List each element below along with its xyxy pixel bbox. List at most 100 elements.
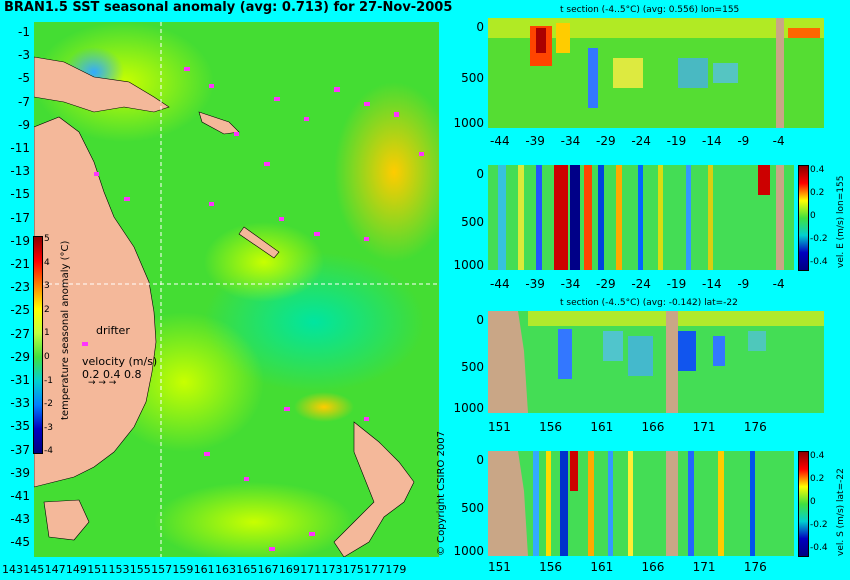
lat-tick: -19 <box>10 233 30 248</box>
lon-tick: 161 <box>193 563 215 576</box>
lat-tick: -39 <box>10 465 30 480</box>
lon-tick: 145 <box>23 563 45 576</box>
land-australia <box>34 116 157 488</box>
lon-tick: 179 <box>385 563 407 576</box>
panel-xtick: 166 <box>641 560 665 574</box>
panel2-side-label: vel. E (m/s) lon=155 <box>836 175 846 268</box>
panel-xtick: 176 <box>743 420 767 434</box>
panel-xtick: 161 <box>590 560 614 574</box>
panel3-title: t section (-4..5°C) (avg: -0.142) lat=-2… <box>560 298 738 308</box>
panel-xtick: 166 <box>641 420 665 434</box>
lat-tick: -5 <box>18 71 30 86</box>
lat-tick: -7 <box>18 94 30 109</box>
lon-tick: 173 <box>321 563 343 576</box>
colorbar-tick: 2 <box>44 304 50 315</box>
panel-xtick: -14 <box>702 277 722 291</box>
panel-xtick: -34 <box>560 277 581 291</box>
panel-xtick: 161 <box>590 420 614 434</box>
panel4-side-label: vel. S (m/s) lat=-22 <box>836 468 846 556</box>
panel4-colorbar <box>798 451 809 557</box>
colorbar-tick: 5 <box>44 234 50 244</box>
land-tasmania <box>43 499 90 541</box>
lat-tick: -25 <box>10 303 30 318</box>
lat-tick: -31 <box>10 373 30 387</box>
colorbar-tick: -4 <box>44 446 53 457</box>
panel-ytick: 0 <box>476 313 484 327</box>
panel-colorbar-tick: -0.4 <box>810 257 828 267</box>
lon-tick: 143 <box>2 563 23 576</box>
panel-xtick: -19 <box>666 134 687 148</box>
panel-ytick: 500 <box>461 70 484 85</box>
panel-ytick: 1000 <box>453 544 484 558</box>
panel1-temperature-section <box>488 18 824 128</box>
panel-ytick: 500 <box>461 501 484 516</box>
panel-xtick: -29 <box>596 134 616 148</box>
land-new-zealand <box>333 421 415 557</box>
copyright: © Copyright CSIRO 2007 <box>436 431 447 556</box>
velocity-values: 0.2 0.4 0.8 <box>82 368 142 381</box>
temperature-colorbar <box>33 236 43 454</box>
lat-tick: -3 <box>18 48 30 63</box>
panel-colorbar-tick: 0.2 <box>810 474 825 484</box>
panel-xtick: -24 <box>631 277 651 291</box>
lat-tick: -41 <box>10 489 30 503</box>
colorbar-tick: 4 <box>44 257 50 268</box>
colorbar-tick: 3 <box>44 281 50 292</box>
panel-xtick: -34 <box>560 134 581 148</box>
lon-tick: 175 <box>342 563 364 576</box>
lon-tick: 157 <box>151 563 173 576</box>
panel-xtick: -4 <box>772 277 785 291</box>
panel-ytick: 1000 <box>453 401 484 415</box>
panel-ytick: 500 <box>461 215 484 230</box>
panel-ytick: 0 <box>476 167 484 181</box>
lon-tick: 159 <box>172 563 194 576</box>
sst-anomaly-map <box>34 22 439 557</box>
panel-xtick: 171 <box>692 420 716 434</box>
panel-xtick: 156 <box>539 420 563 434</box>
panel-colorbar-tick: 0.2 <box>810 188 825 198</box>
lat-tick: -27 <box>10 326 30 341</box>
main-title: BRAN1.5 SST seasonal anomaly (avg: 0.713… <box>4 0 453 15</box>
colorbar-tick: 0 <box>44 352 50 362</box>
panel3-temperature-section <box>488 311 824 413</box>
drifter-marker <box>82 342 88 346</box>
colorbar-tick: -1 <box>44 375 53 386</box>
lat-tick: -43 <box>10 512 30 527</box>
drifter-label: drifter <box>96 324 130 337</box>
lat-tick: -29 <box>10 349 30 364</box>
panel-colorbar-tick: -0.4 <box>810 543 828 553</box>
panel-colorbar-tick: 0.4 <box>810 451 825 461</box>
lat-tick: -15 <box>10 187 30 202</box>
panel-ytick: 0 <box>476 453 484 467</box>
panel-xtick: -4 <box>772 134 785 148</box>
panel-xtick: 176 <box>743 560 767 574</box>
lat-tick: -9 <box>18 117 30 132</box>
panel-xtick: -19 <box>666 277 687 291</box>
panel-xtick: -44 <box>490 277 510 291</box>
panel-colorbar-tick: -0.2 <box>810 234 828 244</box>
lat-tick: -13 <box>10 164 30 179</box>
colorbar-tick: -3 <box>44 422 53 433</box>
panel-xtick: -24 <box>631 134 651 148</box>
panel-colorbar-tick: 0 <box>810 497 816 507</box>
lat-tick: -11 <box>10 141 30 155</box>
panel-ytick: 500 <box>461 359 484 374</box>
panel-xtick: -14 <box>702 134 722 148</box>
velocity-arrows: → → → <box>88 378 117 388</box>
lon-tick: 147 <box>44 563 66 576</box>
panel-xtick: -29 <box>596 277 616 291</box>
panel-ytick: 0 <box>476 20 484 34</box>
panel-ytick: 1000 <box>453 116 484 130</box>
lon-tick: 169 <box>278 563 300 576</box>
panel-colorbar-tick: -0.2 <box>810 520 828 530</box>
colorbar-label: temperature seasonal anomaly (°C) <box>60 240 71 420</box>
lat-tick: -37 <box>10 442 30 457</box>
lon-tick: 153 <box>108 563 130 576</box>
lat-tick: -23 <box>10 280 30 295</box>
lat-tick: -17 <box>10 210 30 225</box>
lon-tick: 165 <box>236 563 258 576</box>
panel-colorbar-tick: 0 <box>810 211 816 221</box>
colorbar-tick: 1 <box>44 328 50 339</box>
panel-xtick: -39 <box>525 134 545 148</box>
panel-xtick: -9 <box>737 134 750 148</box>
